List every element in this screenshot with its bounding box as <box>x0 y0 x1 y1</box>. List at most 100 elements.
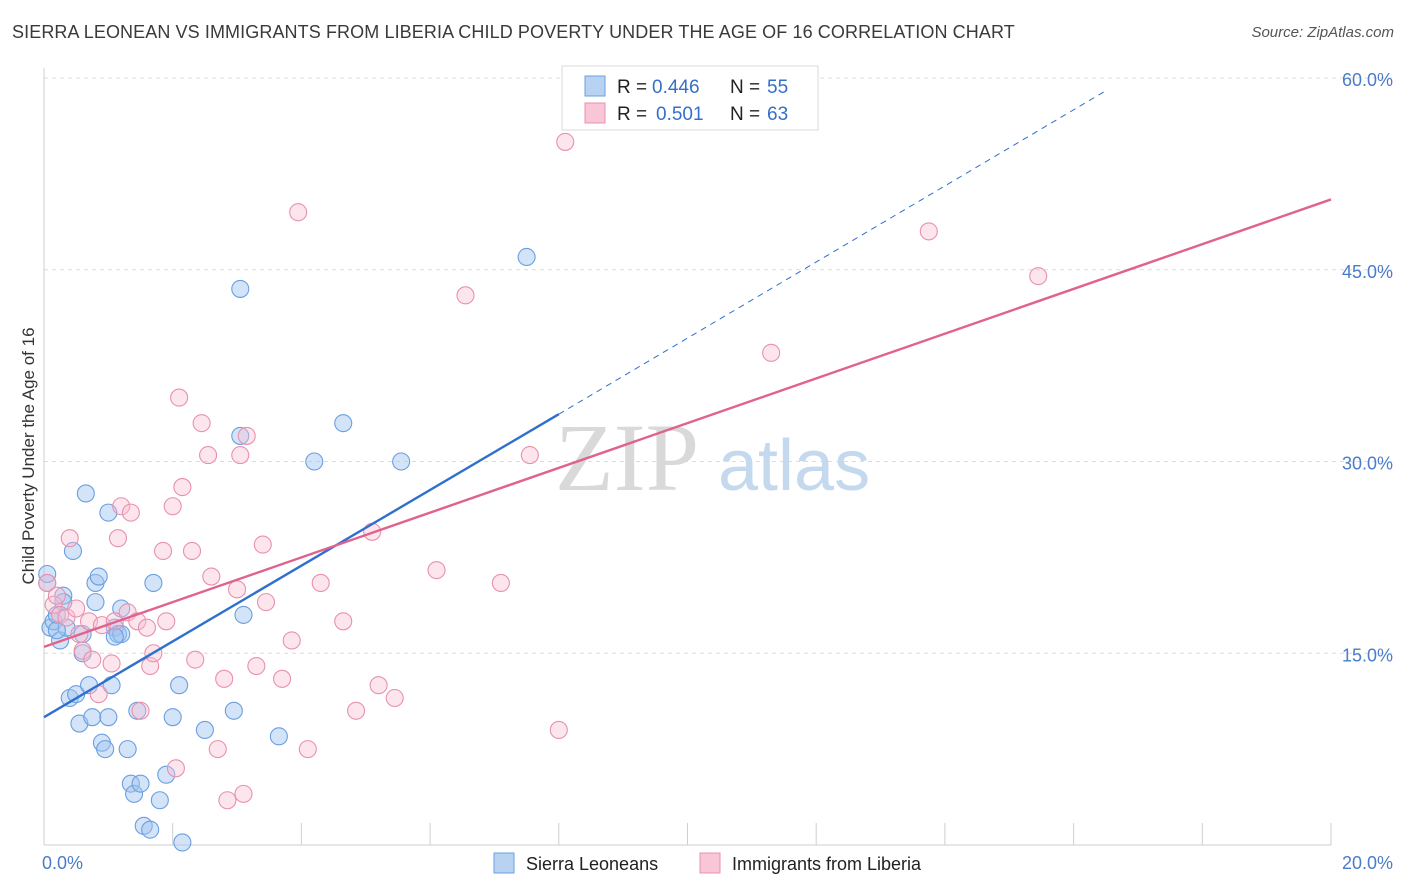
trend-line-pink <box>43 198 1332 648</box>
liberia-immigrant-point <box>491 573 510 592</box>
series-immigrants-liberia-points <box>38 132 1048 810</box>
liberia-immigrant-point <box>549 720 568 740</box>
series-sierra-leoneans-points <box>38 247 536 852</box>
sierra-leonean-point <box>195 720 214 740</box>
liberia-immigrant-point <box>234 784 253 803</box>
liberia-immigrant-point <box>385 688 404 708</box>
liberia-immigrant-point <box>182 541 202 561</box>
liberia-immigrant-point <box>556 132 575 151</box>
sierra-leonean-point <box>125 784 144 803</box>
liberia-immigrant-point <box>121 503 140 522</box>
liberia-immigrant-point <box>215 669 234 688</box>
liberia-immigrant-point <box>253 535 272 554</box>
sierra-leonean-point <box>99 708 118 727</box>
liberia-immigrant-point <box>1029 267 1048 286</box>
liberia-immigrant-point <box>228 580 247 599</box>
sierra-leonean-point <box>163 708 182 727</box>
liberia-immigrant-point <box>231 446 250 465</box>
source-credit: Source: ZipAtlas.com <box>1251 24 1394 41</box>
sierra-leonean-point <box>141 820 160 839</box>
sierra-leonean-point <box>144 573 163 592</box>
sierra-leonean-point <box>334 414 353 433</box>
liberia-immigrant-point <box>369 676 388 695</box>
watermark-atlas: atlas <box>718 426 870 506</box>
y-tick-label: 60.0% <box>1342 70 1393 90</box>
legend-n-label-2: N = <box>730 104 760 125</box>
x-tick-labels: 0.0% 20.0% <box>42 853 1393 873</box>
liberia-immigrant-point <box>38 573 57 592</box>
sierra-leonean-point <box>89 567 108 586</box>
liberia-immigrant-point <box>762 343 781 362</box>
bottom-legend-swatch-pink <box>699 852 721 874</box>
legend-box: R = 0.446 N = 55 R = 0.501 N = 63 <box>561 65 819 131</box>
liberia-immigrant-point <box>289 203 308 222</box>
liberia-immigrant-point <box>334 612 353 631</box>
y-tick-label: 45.0% <box>1342 262 1393 282</box>
x-axis-ticks <box>43 823 1332 845</box>
x-tick-label: 20.0% <box>1342 853 1393 873</box>
liberia-immigrant-point <box>166 759 185 778</box>
x-tick-label: 0.0% <box>42 853 83 873</box>
liberia-immigrant-point <box>347 701 366 720</box>
liberia-immigrant-point <box>456 286 475 305</box>
sierra-leonean-point <box>76 484 95 503</box>
liberia-immigrant-point <box>427 561 446 580</box>
chart-title: SIERRA LEONEAN VS IMMIGRANTS FROM LIBERI… <box>12 22 1015 42</box>
grid <box>44 77 1392 654</box>
sierra-leonean-point <box>173 833 192 852</box>
legend-swatch-pink <box>584 102 606 124</box>
liberia-immigrant-point <box>208 740 227 759</box>
liberia-immigrant-point <box>202 567 221 586</box>
sierra-leonean-point <box>150 791 169 810</box>
liberia-immigrant-point <box>131 701 150 720</box>
liberia-immigrant-point <box>102 654 121 673</box>
legend-swatch-blue <box>584 75 606 97</box>
sierra-leonean-point <box>131 774 150 793</box>
y-tick-label: 15.0% <box>1342 645 1393 665</box>
liberia-immigrant-point <box>199 446 218 465</box>
sierra-leonean-point <box>157 765 176 784</box>
liberia-immigrant-point <box>192 414 211 433</box>
liberia-immigrant-point <box>153 541 173 561</box>
watermark-zip: ZIP <box>555 404 699 511</box>
y-axis-label: Child Poverty Under the Age of 16 <box>19 327 38 584</box>
legend-n-value-1: 55 <box>767 77 788 98</box>
liberia-immigrant-point <box>919 222 938 241</box>
sierra-leonean-point <box>121 774 140 793</box>
liberia-immigrant-point <box>108 529 128 548</box>
sierra-leonean-point <box>231 426 250 445</box>
sierra-leonean-point <box>105 627 124 646</box>
bottom-legend: Sierra Leoneans Immigrants from Liberia <box>493 852 922 874</box>
sierra-leonean-point <box>231 279 250 298</box>
sierra-leonean-point <box>96 740 115 759</box>
liberia-immigrant-point <box>157 612 176 631</box>
liberia-immigrant-point <box>83 650 102 669</box>
liberia-immigrant-point <box>112 497 131 516</box>
legend-n-label-1: N = <box>730 77 760 98</box>
liberia-immigrant-point <box>247 656 266 676</box>
bottom-legend-label-pink: Immigrants from Liberia <box>732 854 922 874</box>
liberia-immigrant-point <box>311 573 330 592</box>
liberia-immigrant-point <box>218 791 237 810</box>
liberia-immigrant-point <box>47 586 66 605</box>
y-tick-labels: 15.0% 30.0% 45.0% 60.0% <box>1342 70 1393 665</box>
liberia-immigrant-point <box>273 669 292 688</box>
sierra-leonean-point <box>234 605 253 624</box>
watermark: ZIP atlas <box>555 404 870 511</box>
sierra-leonean-point <box>224 701 243 720</box>
liberia-immigrant-point <box>237 426 256 445</box>
sierra-leonean-point <box>305 452 324 471</box>
liberia-immigrant-point <box>67 599 86 618</box>
sierra-leonean-point <box>118 740 137 759</box>
legend-r-value-1: 0.446 <box>652 77 700 98</box>
trend-line-blue <box>43 413 560 719</box>
liberia-immigrant-point <box>298 740 317 759</box>
liberia-immigrant-point <box>60 529 79 548</box>
legend-r-value-2: 0.501 <box>656 104 704 125</box>
trend-lines <box>43 90 1332 719</box>
bottom-legend-swatch-blue <box>493 852 515 874</box>
liberia-immigrant-point <box>163 497 182 516</box>
liberia-immigrant-point <box>137 618 157 637</box>
sierra-leonean-point <box>392 452 411 471</box>
